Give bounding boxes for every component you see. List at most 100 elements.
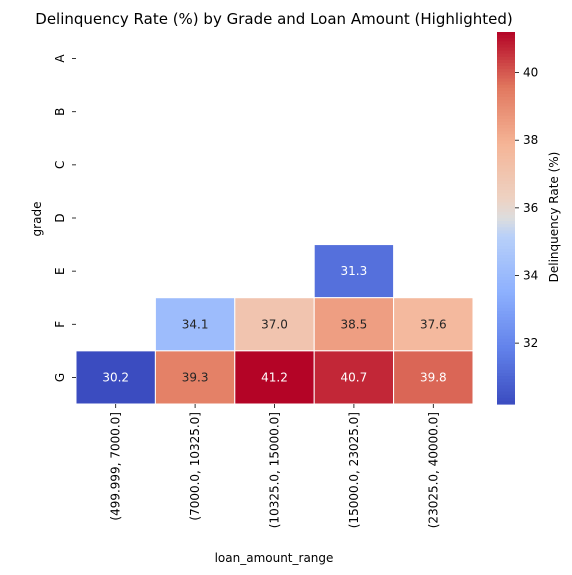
colorbar-segment [497, 242, 515, 247]
colorbar-segment [497, 208, 515, 213]
colorbar-segment [497, 168, 515, 173]
colorbar-segment [497, 391, 515, 396]
cell-value-label: 40.7 [341, 370, 368, 384]
colorbar-segment [497, 280, 515, 284]
colorbar-segment [497, 152, 515, 157]
colorbar-segment [497, 156, 515, 160]
colorbar-segment [497, 283, 515, 287]
colorbar-tick-label: 34 [523, 268, 538, 282]
colorbar-segment [497, 357, 515, 362]
colorbar-segment [497, 329, 515, 334]
colorbar-segment [497, 103, 515, 107]
colorbar-segment [497, 38, 515, 42]
colorbar-segment [497, 267, 515, 272]
colorbar-segment [497, 121, 515, 126]
colorbar-segment [497, 366, 515, 371]
colorbar-segment [497, 159, 515, 163]
colorbar-segment [497, 298, 515, 303]
colorbar-segment [497, 348, 515, 352]
colorbar-segment [497, 174, 515, 179]
x-tick-label: (23025.0, 40000.0] [426, 412, 440, 528]
colorbar-segment [497, 252, 515, 256]
colorbar-segment [497, 245, 515, 250]
colorbar-segment [497, 81, 515, 86]
colorbar-segment [497, 286, 515, 290]
colorbar-segment [497, 264, 515, 269]
colorbar-segment [497, 400, 515, 405]
colorbar-segment [497, 221, 515, 225]
colorbar-segment [497, 230, 515, 235]
colorbar-segment [497, 363, 515, 368]
heatmap-cell [234, 350, 315, 405]
y-tick-label: B [53, 108, 67, 116]
colorbar-segment [497, 118, 515, 123]
colorbar-segment [497, 317, 515, 321]
colorbar-segment [497, 369, 515, 374]
y-tick-label: A [53, 54, 67, 63]
colorbar-segment [497, 239, 515, 244]
colorbar-segment [497, 196, 515, 200]
x-tick-label: (499.999, 7000.0] [109, 412, 123, 521]
colorbar-segment [497, 134, 515, 138]
colorbar-segment [497, 44, 515, 49]
colorbar-segment [497, 233, 515, 238]
colorbar-segment [497, 115, 515, 120]
colorbar-segment [497, 326, 515, 331]
colorbar-segment [497, 236, 515, 241]
colorbar-segment [497, 304, 515, 309]
colorbar-segment [497, 345, 515, 349]
colorbar-segment [497, 354, 515, 359]
colorbar-tick-label: 32 [523, 336, 538, 350]
colorbar-segment [497, 295, 515, 300]
heatmap-cell [393, 350, 474, 405]
colorbar-segment [497, 131, 515, 135]
colorbar-segment [497, 59, 515, 64]
cell-value-label: 41.2 [261, 370, 288, 384]
colorbar-segment [497, 50, 515, 55]
colorbar-segment [497, 106, 515, 111]
chart-title: Delinquency Rate (%) by Grade and Loan A… [35, 10, 512, 28]
colorbar-segment [497, 211, 515, 216]
colorbar-segment [497, 84, 515, 89]
colorbar-tick-label: 36 [523, 201, 538, 215]
colorbar-segment [497, 255, 515, 259]
colorbar-segment [497, 162, 515, 166]
colorbar-segment [497, 205, 515, 210]
colorbar-segment [497, 270, 515, 275]
colorbar-segment [497, 112, 515, 117]
colorbar-segment [497, 323, 515, 328]
colorbar-segment [497, 320, 515, 324]
colorbar-segment [497, 41, 515, 45]
colorbar-segment [497, 171, 515, 176]
heatmap-cell [313, 244, 395, 299]
colorbar-segment [497, 32, 515, 36]
colorbar-segment [497, 276, 515, 281]
colorbar-segment [497, 379, 515, 383]
colorbar-segment [497, 87, 515, 92]
cell-value-label: 37.6 [420, 317, 447, 331]
colorbar-segment [497, 289, 515, 293]
colorbar-segment [497, 97, 515, 101]
colorbar-segment [497, 66, 515, 70]
colorbar-segment [497, 292, 515, 297]
colorbar-segment [497, 373, 515, 377]
colorbar-segment [497, 249, 515, 253]
colorbar-segment [497, 177, 515, 182]
heatmap-cell [154, 297, 236, 352]
colorbar-segment [497, 332, 515, 337]
cell-value-label: 37.0 [261, 317, 288, 331]
heatmap-cells: 31.3 34.1 37.0 38.5 37.6 30.2 39.3 41.2 40.7 39.8 [75, 244, 474, 405]
colorbar-segment [497, 53, 515, 58]
cell-value-label: 39.3 [182, 370, 209, 384]
colorbar-segment [497, 47, 515, 52]
colorbar-segment [497, 335, 515, 340]
y-tick-label: C [53, 161, 67, 169]
x-axis-ticks: (499.999, 7000.0] (7000.0, 10325.0] (10325… [109, 404, 440, 528]
cell-value-label: 31.3 [341, 264, 368, 278]
colorbar-segment [497, 382, 515, 386]
colorbar-segment [497, 394, 515, 399]
colorbar-segment [497, 109, 515, 114]
colorbar-segment [497, 180, 515, 185]
y-tick-label: D [53, 213, 67, 222]
